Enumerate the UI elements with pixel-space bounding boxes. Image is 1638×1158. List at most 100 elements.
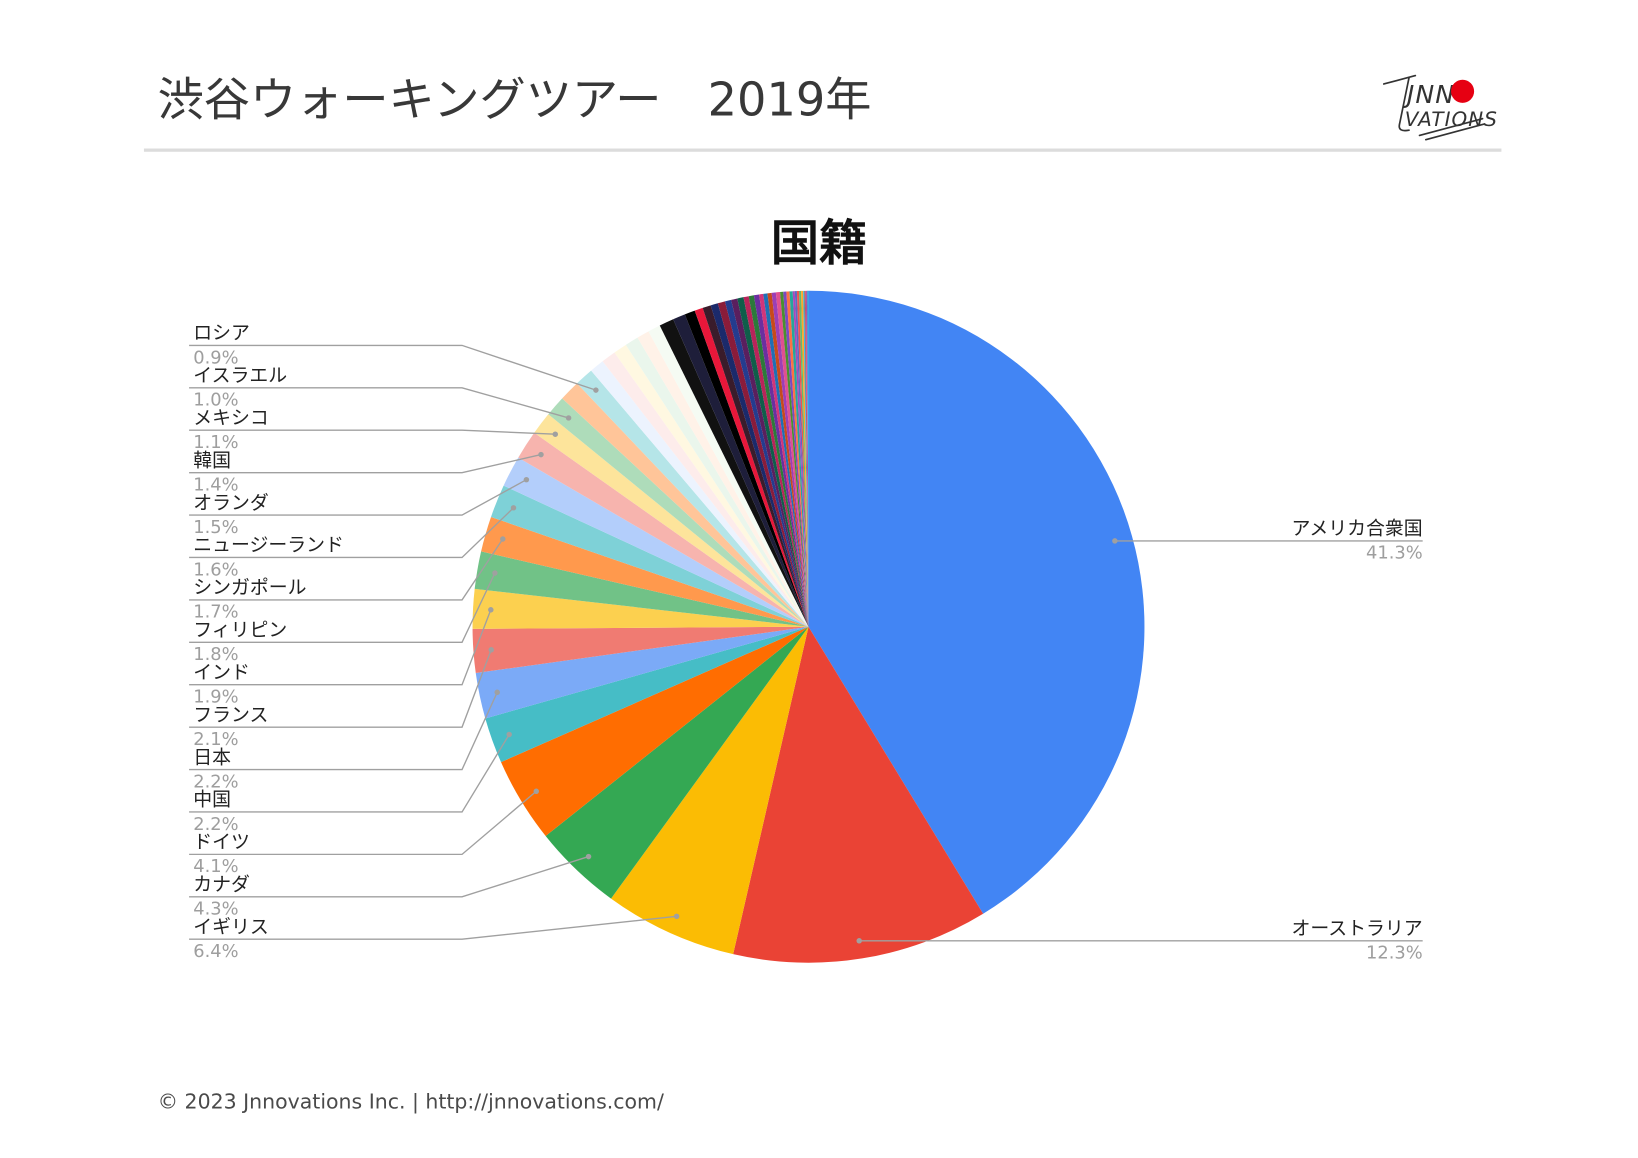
slice-label: アメリカ合衆国 [1291, 518, 1422, 540]
logo-j-bar [1382, 74, 1417, 85]
slice-value-label: 2.2% [193, 771, 238, 792]
logo-underline-2 [1424, 123, 1486, 141]
pie-chart: 国籍 アメリカ合衆国 41.3% オーストラリア 12.3% ロシア 0.9%イスラエル 1… [189, 215, 1423, 964]
leader-dot [593, 387, 599, 393]
leader-line [189, 855, 589, 898]
leader-dot [533, 788, 540, 795]
slice-value-label: 1.4% [193, 474, 238, 495]
leader-line [189, 572, 496, 643]
pie-slice [771, 292, 809, 627]
leader-dot [492, 570, 498, 576]
slice-label: カナダ [193, 873, 250, 895]
company-logo: JNN VATIONS [1382, 74, 1497, 141]
leader-dot [585, 853, 592, 860]
leader-dot [673, 913, 680, 920]
pie-slice [591, 361, 809, 627]
pie-slice [786, 291, 809, 627]
pie-slice [733, 626, 984, 963]
pie-slice [648, 325, 809, 627]
pie-slice [485, 626, 809, 763]
slice-value-label: 12.3% [1366, 943, 1423, 964]
pie-slice [503, 457, 809, 627]
pie-slice [637, 331, 809, 627]
slice-value-label: 4.3% [193, 899, 238, 920]
leader-dot [506, 731, 512, 738]
logo-j-hook [1398, 76, 1410, 132]
pie-slice [534, 414, 809, 627]
footer-copyright: © 2023 Jnnovations Inc. | http://jnnovat… [158, 1090, 664, 1115]
pie-slice [562, 383, 809, 627]
slice-value-label: 1.8% [193, 644, 238, 665]
pie-slice [710, 303, 809, 627]
leader-line [189, 915, 677, 940]
pie-slice [748, 295, 809, 627]
leader-line [189, 609, 492, 686]
slice-label: オランダ [193, 492, 269, 514]
pie-slice [659, 319, 809, 627]
leader-line [189, 479, 527, 516]
pie-slice [743, 296, 809, 627]
pie-slice [673, 314, 809, 627]
pie-slice [625, 337, 809, 627]
leader-line [189, 691, 498, 771]
slice-value-label: 2.1% [193, 729, 238, 750]
pie-slice [472, 588, 809, 629]
slice-value-label: 1.5% [193, 517, 238, 538]
pie-slice [472, 626, 809, 674]
pie-slice [808, 290, 1145, 914]
leader-dot [510, 505, 517, 511]
slice-value-label: 1.7% [193, 602, 238, 623]
pie-slice [794, 291, 809, 627]
pie-slice [717, 301, 809, 627]
pie-slice [803, 290, 809, 627]
leader-dot [538, 451, 544, 458]
slice-label: フランス [193, 704, 268, 726]
slice-value-label: 41.3% [1366, 543, 1423, 564]
pie-slice [799, 290, 809, 627]
slice-value-label: 1.6% [193, 559, 238, 580]
pie-slice [763, 293, 809, 627]
slide-title: 渋谷ウォーキングツアー 2019年 [158, 72, 872, 126]
pie-slice [474, 551, 809, 627]
leader-line [189, 429, 556, 435]
slice-label: 韓国 [193, 449, 231, 471]
leader-line [189, 507, 514, 559]
slice-label: 中国 [193, 789, 231, 811]
leader-dot [1112, 538, 1118, 544]
pie-slice [775, 292, 809, 627]
pie-slice [792, 291, 809, 627]
pie-slice [518, 432, 809, 627]
pie-slice [602, 352, 809, 627]
logo-red-circle [1451, 79, 1475, 103]
leader-dot [494, 689, 500, 696]
slice-label: シンガポール [193, 577, 306, 599]
pie-slice [759, 293, 809, 627]
leader-dot [488, 647, 494, 653]
leader-line [189, 453, 542, 474]
pie-slice [702, 305, 809, 627]
pie-slice [724, 299, 809, 627]
slice-value-label: 2.2% [193, 814, 238, 835]
pie-slice [684, 310, 809, 627]
leader-line [189, 790, 537, 856]
pie-slice [807, 290, 809, 627]
slice-value-label: 0.9% [193, 347, 238, 368]
pie-slice [694, 307, 809, 627]
pie-slice [614, 344, 809, 627]
slice-label: 日本 [193, 746, 231, 768]
slice-label: メキシコ [193, 407, 268, 429]
pie-slice [804, 290, 809, 627]
leader-dot [856, 938, 862, 944]
pie-slice [545, 626, 809, 899]
slice-label: ドイツ [193, 831, 250, 853]
logo-underline-1 [1418, 117, 1484, 137]
pie-slice [801, 290, 809, 627]
pie-slice [501, 626, 809, 836]
slice-value-label: 6.4% [193, 941, 238, 962]
slice-label: ロシア [193, 322, 250, 344]
pie-slice [481, 516, 809, 627]
leader-line [189, 734, 510, 813]
pie-slice [783, 291, 809, 627]
pie-slice [548, 398, 809, 627]
